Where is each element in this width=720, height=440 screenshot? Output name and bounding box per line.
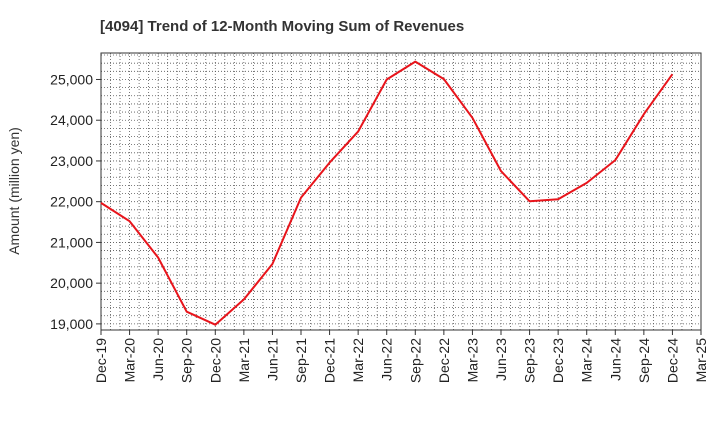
x-tick-label: Dec-20: [207, 338, 223, 383]
x-tick-label: Jun-23: [493, 338, 509, 381]
x-tick-label: Mar-21: [236, 338, 252, 383]
plot-frame: [100, 52, 702, 331]
x-tick-label: Dec-24: [664, 338, 680, 383]
y-tick-label: 23,000: [50, 153, 93, 169]
x-tick-label: Jun-24: [607, 338, 623, 381]
x-tick-label: Jun-21: [264, 338, 280, 381]
chart-title: [4094] Trend of 12-Month Moving Sum of R…: [100, 18, 464, 35]
y-tick-label: 25,000: [50, 71, 93, 87]
x-tick-label: Sep-21: [293, 338, 309, 383]
series-line: [100, 60, 674, 326]
x-tick-label: Dec-19: [93, 338, 109, 383]
series-group: [100, 60, 674, 326]
x-tick-label: Sep-20: [179, 338, 195, 383]
x-tick-label: Sep-24: [636, 338, 652, 383]
x-tick-label: Jun-22: [379, 338, 395, 381]
x-tick-label: Dec-23: [550, 338, 566, 383]
x-tick-label: Sep-23: [522, 338, 538, 383]
y-axis-label: Amount (million yen): [6, 127, 22, 255]
y-tick-label: 21,000: [50, 234, 93, 250]
x-tick-label: Sep-22: [407, 338, 423, 383]
y-tick-label: 22,000: [50, 194, 93, 210]
x-tick-label: Mar-25: [693, 338, 709, 383]
y-tick-label: 20,000: [50, 275, 93, 291]
y-tick-label: 24,000: [50, 112, 93, 128]
x-tick-label: Jun-20: [150, 338, 166, 381]
x-tick-label: Mar-24: [579, 338, 595, 383]
x-axis-ticks: Dec-19 Mar-20 Jun-20 Sep-20 Dec-20 Mar-21 Jun-…: [93, 330, 709, 383]
x-tick-label: Mar-22: [350, 338, 366, 383]
y-axis-ticks: 19,000 20,000 21,000 22,000 23,000 24,000 25,0…: [50, 71, 101, 332]
x-tick-label: Mar-23: [464, 338, 480, 383]
x-tick-label: Dec-21: [322, 338, 338, 383]
grid-lines: [101, 53, 701, 330]
y-tick-label: 19,000: [50, 316, 93, 332]
x-tick-label: Dec-22: [436, 338, 452, 383]
x-tick-label: Mar-20: [122, 338, 138, 383]
